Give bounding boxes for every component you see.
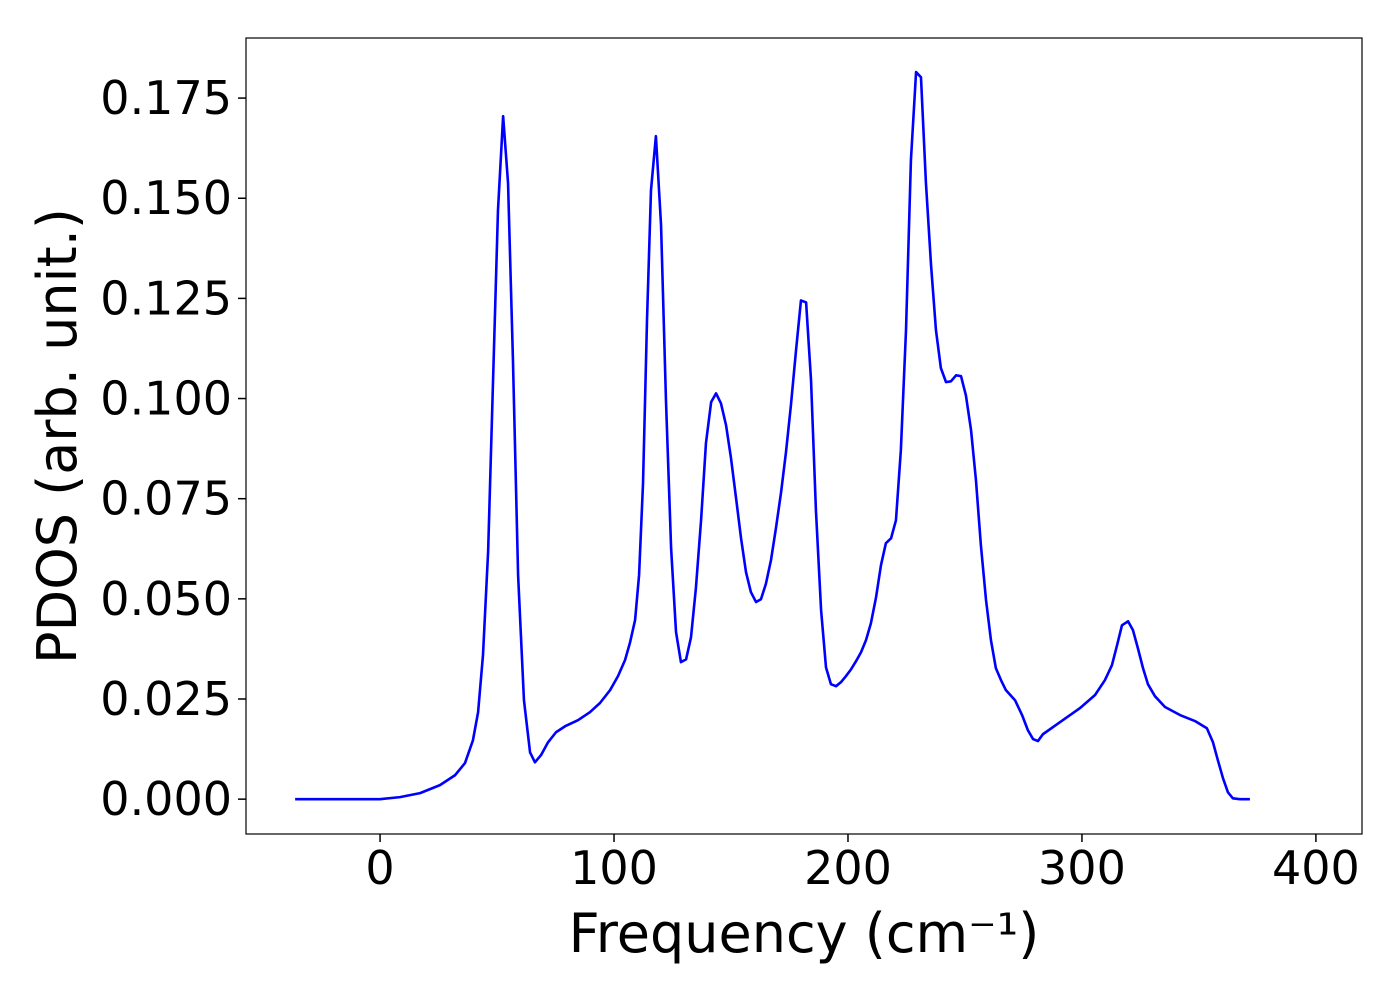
y-tick-label: 0.175 — [100, 71, 232, 125]
x-tick-label: 200 — [804, 841, 892, 895]
y-tick-label: 0.000 — [100, 772, 232, 826]
y-tick-label: 0.125 — [100, 271, 232, 325]
x-tick-label: 300 — [1038, 841, 1126, 895]
x-axis-label: Frequency (cm⁻¹) — [569, 902, 1040, 965]
y-tick-label: 0.150 — [100, 171, 232, 225]
x-tick-label: 100 — [570, 841, 658, 895]
x-tick-label: 400 — [1272, 841, 1360, 895]
plot-frame — [245, 37, 1363, 835]
pdos-line — [295, 70, 1250, 801]
y-tick-label: 0.075 — [100, 472, 232, 526]
y-axis-label: PDOS (arb. unit.) — [26, 208, 89, 664]
y-tick-label: 0.025 — [100, 672, 232, 726]
y-tick-label: 0.050 — [100, 572, 232, 626]
x-tick-label: 0 — [365, 841, 394, 895]
y-tick-label: 0.100 — [100, 372, 232, 426]
